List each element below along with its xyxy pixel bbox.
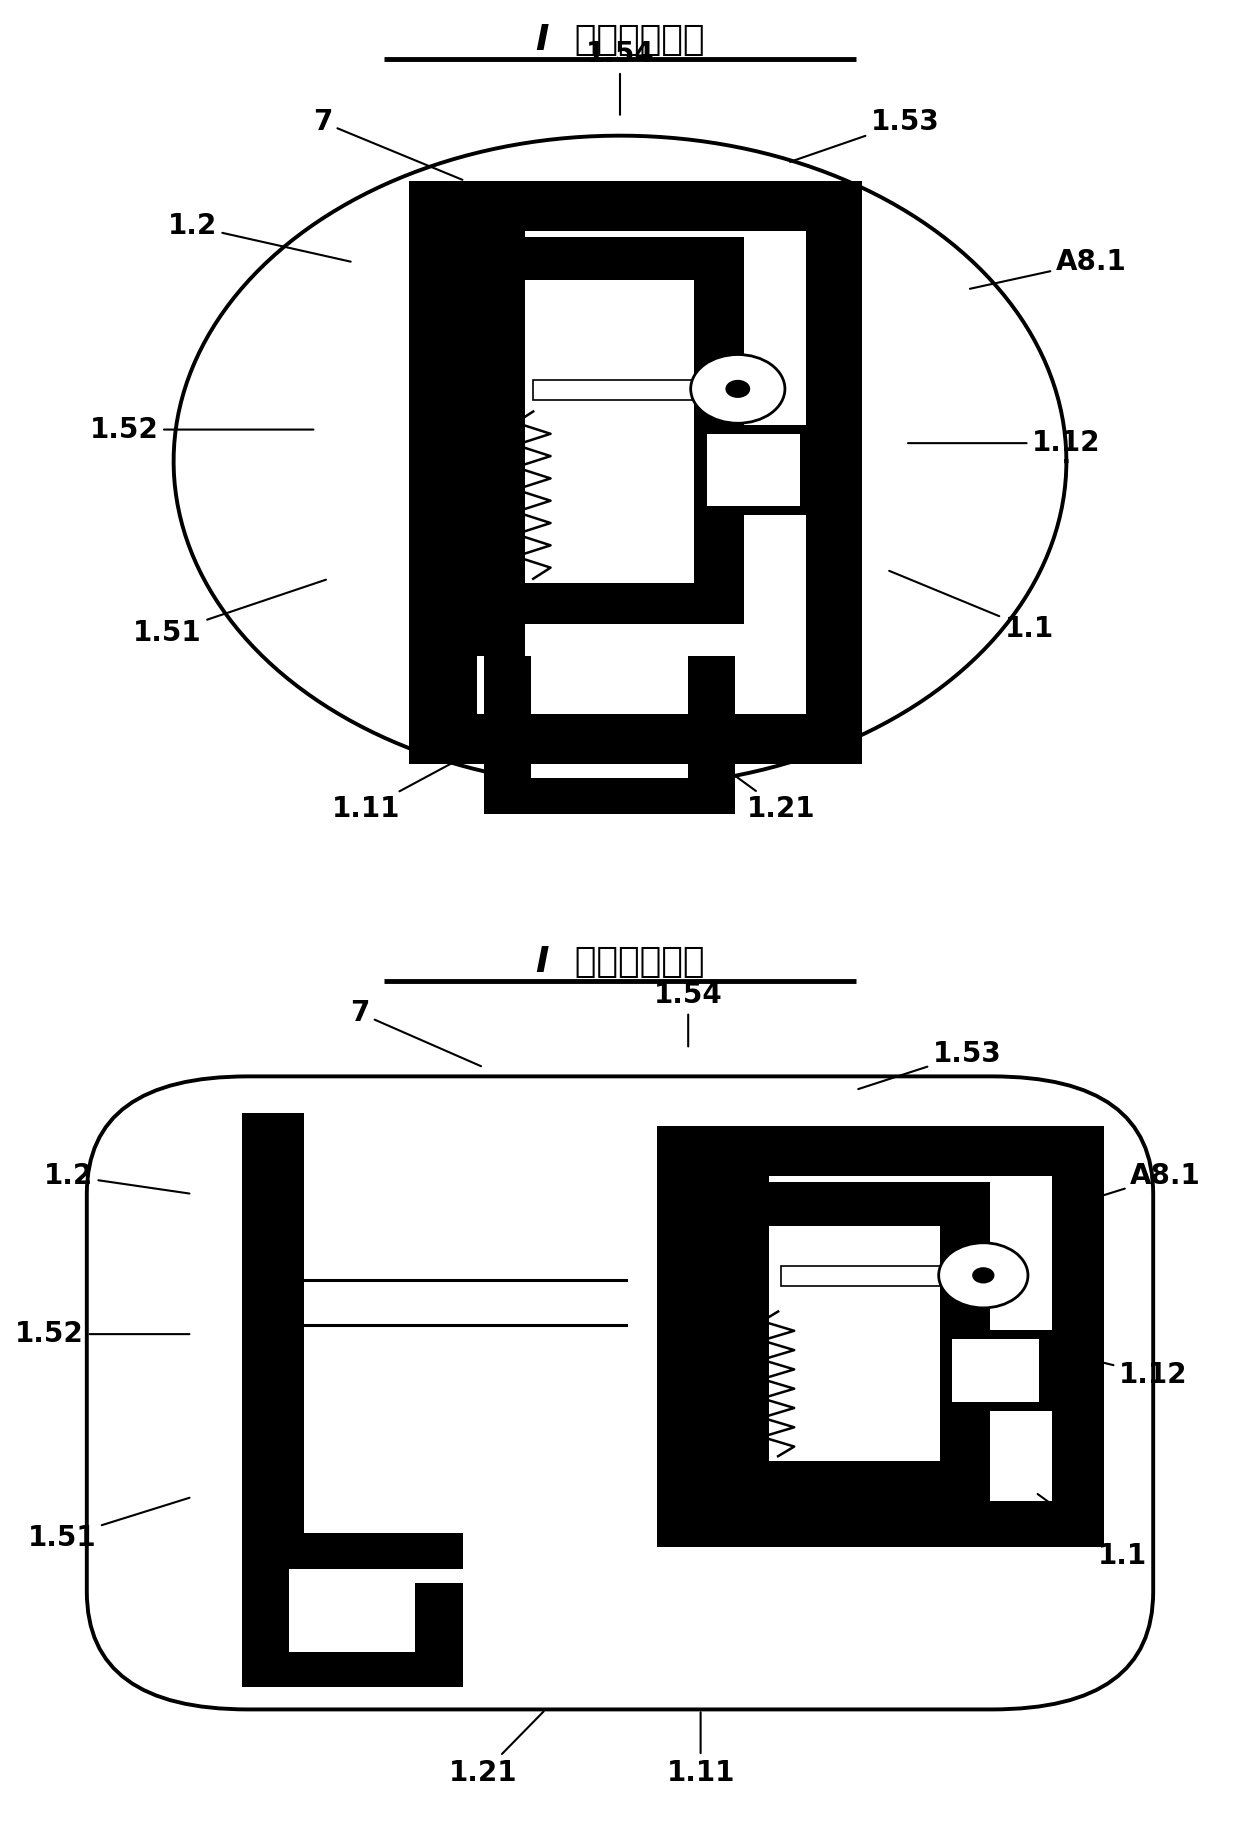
Text: 1.2: 1.2 [43,1162,190,1193]
Circle shape [725,380,750,398]
Bar [242,1533,463,1569]
Text: 1.53: 1.53 [790,108,940,163]
Circle shape [972,1268,994,1284]
Circle shape [691,354,785,424]
Bar [477,212,525,656]
Bar [533,376,732,402]
Bar [242,1533,289,1686]
Text: I  （开门未锁）: I （开门未锁） [536,945,704,979]
Text: 1.11: 1.11 [666,1712,735,1787]
Text: 1.1: 1.1 [1038,1494,1147,1569]
Bar [409,181,862,230]
Bar [657,1125,1104,1177]
Bar [707,435,800,506]
Bar [657,1125,722,1547]
Bar [409,714,862,764]
Text: 1.2: 1.2 [167,212,351,261]
Bar [732,1226,936,1462]
Bar [657,1502,1104,1547]
Bar [722,1177,769,1529]
Bar [688,656,735,815]
Bar [415,1582,463,1686]
Bar [729,1462,990,1502]
Bar [940,1182,990,1502]
Text: 7: 7 [312,108,463,179]
Bar [1052,1125,1104,1547]
Bar [484,583,744,625]
Text: 1.12: 1.12 [908,429,1101,457]
Bar [952,1339,1039,1401]
Bar [484,656,531,815]
Text: 1.53: 1.53 [858,1040,1002,1089]
Bar [486,280,691,583]
Bar [242,1113,304,1564]
Text: 1.51: 1.51 [27,1498,190,1551]
Text: 1.54: 1.54 [585,40,655,115]
Bar [694,426,812,515]
FancyBboxPatch shape [87,1076,1153,1710]
Bar [806,181,862,764]
Text: 7: 7 [350,999,481,1067]
Bar [729,1182,990,1226]
Bar [484,778,735,815]
Bar [694,238,744,625]
Text: 1.11: 1.11 [331,747,481,824]
Text: 1.12: 1.12 [1044,1348,1188,1389]
Text: A8.1: A8.1 [1081,1162,1202,1202]
Text: A8.1: A8.1 [970,248,1127,289]
Text: 1.52: 1.52 [89,415,314,444]
Circle shape [939,1242,1028,1308]
Bar [242,1652,463,1686]
Text: 1.52: 1.52 [15,1321,190,1348]
Text: 1.21: 1.21 [449,1712,543,1787]
Text: 1.51: 1.51 [133,579,326,647]
Bar [484,238,744,280]
Bar [781,1266,955,1286]
Text: I  （关门未锁）: I （关门未锁） [536,22,704,57]
Text: 1.1: 1.1 [889,570,1054,643]
Bar [533,380,707,400]
Text: 1.54: 1.54 [653,981,723,1047]
Bar [940,1330,1052,1410]
Text: 1.21: 1.21 [697,747,816,824]
Bar [409,185,477,764]
